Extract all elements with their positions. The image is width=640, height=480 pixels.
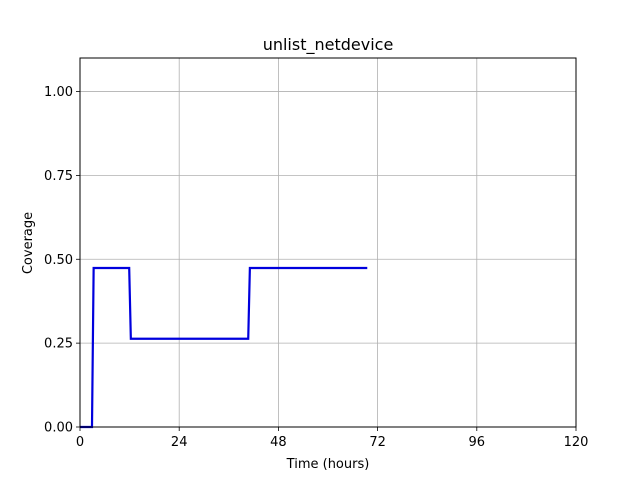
y-axis-ticks: 0.00 0.25 0.50 0.75 1.00 bbox=[44, 85, 80, 436]
series-layer bbox=[80, 266, 368, 429]
x-axis-label: Time (hours) bbox=[286, 457, 370, 472]
y-tick-label: 0.75 bbox=[44, 169, 73, 184]
x-tick-label: 24 bbox=[171, 435, 188, 450]
coverage-series-line bbox=[80, 266, 368, 429]
x-tick-label: 0 bbox=[76, 435, 84, 450]
y-tick-label: 0.25 bbox=[44, 337, 73, 352]
y-tick-label: 0.50 bbox=[44, 253, 73, 268]
x-tick-label: 72 bbox=[369, 435, 386, 450]
plot-frame bbox=[79, 57, 577, 428]
y-axis-label: Coverage bbox=[21, 212, 36, 274]
x-tick-label: 120 bbox=[564, 435, 589, 450]
x-tick-label: 96 bbox=[469, 435, 486, 450]
x-tick-label: 48 bbox=[270, 435, 287, 450]
y-tick-label: 1.00 bbox=[44, 85, 73, 100]
y-tick-label: 0.00 bbox=[44, 421, 73, 436]
chart-title: unlist_netdevice bbox=[263, 35, 394, 55]
x-axis-ticks: 0 24 48 72 96 120 bbox=[76, 427, 589, 450]
